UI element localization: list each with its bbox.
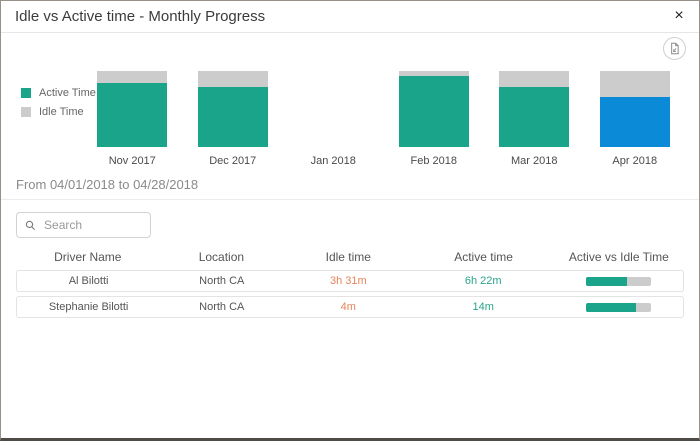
active-segment bbox=[599, 96, 670, 147]
month-slot: Feb 2018 bbox=[384, 71, 485, 167]
idle-segment bbox=[599, 71, 670, 97]
dialog-header: Idle vs Active time - Monthly Progress × bbox=[1, 1, 699, 33]
month-slot: Nov 2017 bbox=[82, 71, 183, 167]
month-label: Dec 2017 bbox=[209, 155, 257, 167]
idle-segment bbox=[197, 71, 268, 87]
month-label: Feb 2018 bbox=[410, 155, 457, 167]
legend-label: Active Time bbox=[39, 87, 96, 99]
month-bar[interactable] bbox=[97, 71, 168, 147]
export-report-icon bbox=[671, 42, 679, 55]
month-bar[interactable] bbox=[499, 71, 570, 147]
date-range-label: From 04/01/2018 to 04/28/2018 bbox=[1, 169, 699, 200]
month-bar[interactable] bbox=[599, 71, 670, 147]
month-label: Nov 2017 bbox=[108, 155, 156, 167]
active-fill bbox=[585, 302, 637, 312]
month-slot: Apr 2018 bbox=[585, 71, 686, 167]
month-bar[interactable] bbox=[197, 71, 268, 147]
active-vs-idle-bar bbox=[585, 302, 651, 312]
month-bar[interactable] bbox=[398, 71, 469, 147]
active-vs-idle-cell bbox=[553, 302, 683, 312]
month-label: Mar 2018 bbox=[511, 155, 558, 167]
month-slot: Jan 2018 bbox=[283, 71, 384, 167]
table-body: Al Bilotti North CA 3h 31m 6h 22m Stephanie … bbox=[16, 270, 684, 318]
monthly-progress-chart: Active Time Idle Time Nov 2017 Dec 2017 Ja… bbox=[1, 33, 699, 169]
month-slot: Mar 2018 bbox=[484, 71, 585, 167]
idle-time-cell: 3h 31m bbox=[329, 275, 367, 287]
search-input[interactable] bbox=[42, 217, 142, 233]
close-button[interactable]: × bbox=[667, 4, 691, 28]
active-time-swatch-icon bbox=[21, 88, 31, 98]
idle-segment bbox=[97, 71, 168, 84]
idle-time-cell: 4m bbox=[340, 301, 356, 313]
active-segment bbox=[97, 83, 168, 147]
active-time-cell: 6h 22m bbox=[464, 275, 502, 287]
close-icon: × bbox=[674, 7, 684, 24]
location-cell: North CA bbox=[199, 275, 245, 287]
column-header: Idle time bbox=[325, 250, 371, 264]
legend-item-active-time[interactable]: Active Time bbox=[21, 87, 96, 99]
month-label: Apr 2018 bbox=[612, 155, 658, 167]
driver-name-cell: Stephanie Bilotti bbox=[48, 301, 129, 313]
bars: Nov 2017 Dec 2017 Jan 2018 Feb 2018 Mar 2018… bbox=[82, 71, 685, 167]
active-time-cell: 14m bbox=[472, 301, 494, 313]
dialog-title: Idle vs Active time - Monthly Progress bbox=[15, 8, 266, 25]
chart-legend: Active Time Idle Time bbox=[21, 87, 96, 125]
legend-item-idle-time[interactable]: Idle Time bbox=[21, 106, 96, 118]
column-header: Active time bbox=[454, 250, 513, 264]
export-report-button[interactable] bbox=[663, 37, 686, 60]
active-segment bbox=[197, 86, 268, 147]
idle-segment bbox=[499, 71, 570, 87]
search-row bbox=[1, 200, 699, 244]
drivers-table: Driver Name Location Idle time Active time A… bbox=[16, 244, 684, 318]
driver-name-cell: Al Bilotti bbox=[68, 275, 109, 287]
month-slot: Dec 2017 bbox=[183, 71, 284, 167]
month-bar-empty bbox=[298, 71, 368, 147]
active-segment bbox=[499, 86, 570, 147]
search-box bbox=[16, 212, 151, 238]
table-row[interactable]: Stephanie Bilotti North CA 4m 14m bbox=[16, 296, 684, 318]
month-label: Jan 2018 bbox=[310, 155, 356, 167]
idle-time-swatch-icon bbox=[21, 107, 31, 117]
table-header-row: Driver Name Location Idle time Active time A… bbox=[16, 244, 684, 270]
column-header: Active vs Idle Time bbox=[568, 250, 669, 264]
location-cell: North CA bbox=[199, 301, 245, 313]
legend-label: Idle Time bbox=[39, 106, 84, 118]
idle-segment bbox=[398, 71, 469, 77]
column-header: Driver Name bbox=[54, 250, 122, 264]
active-vs-idle-cell bbox=[553, 276, 683, 286]
active-vs-idle-bar bbox=[585, 276, 651, 286]
column-header: Location bbox=[198, 250, 245, 264]
search-icon bbox=[25, 220, 36, 230]
active-segment bbox=[398, 76, 469, 147]
active-fill bbox=[585, 276, 628, 286]
table-row[interactable]: Al Bilotti North CA 3h 31m 6h 22m bbox=[16, 270, 684, 292]
